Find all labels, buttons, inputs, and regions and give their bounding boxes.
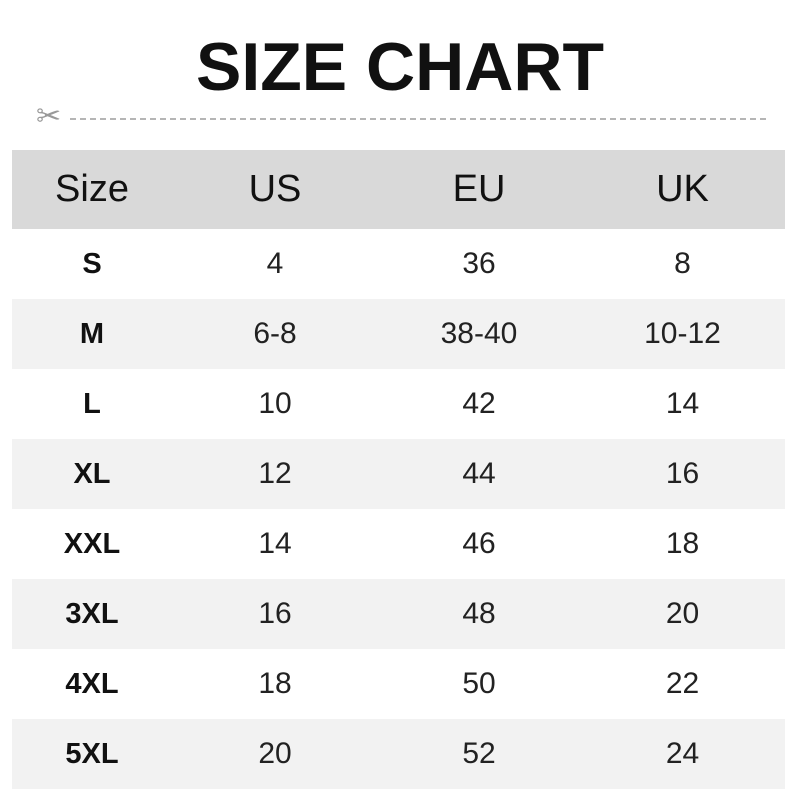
table-cell: 16 [665, 457, 700, 490]
table-row: S 4 36 8 [12, 229, 785, 299]
table-cell: 12 [258, 457, 292, 490]
table-cell: 36 [462, 247, 496, 280]
table-cell: 8 [674, 247, 691, 280]
table-cell: L [83, 387, 101, 420]
table-cell: 4XL [65, 667, 119, 700]
table-cell: 52 [462, 737, 496, 770]
table-cell: 24 [665, 737, 700, 770]
table-row: 3XL 16 48 20 [12, 579, 785, 649]
table-row: 5XL 20 52 24 [12, 719, 785, 789]
column-header: Size [55, 168, 129, 210]
table-cell: 22 [665, 667, 700, 700]
table-cell: 10 [258, 387, 292, 420]
scissors-icon: ✂ [36, 100, 62, 133]
table-cell: 3XL [65, 597, 119, 630]
table-row: XXL 14 46 18 [12, 509, 785, 579]
table-cell: 42 [462, 387, 496, 420]
page-title: SIZE CHART [196, 29, 604, 105]
table-cell: 5XL [65, 737, 119, 770]
table-cell: 46 [462, 527, 496, 560]
table-cell: XL [73, 457, 111, 490]
table-cell: 10-12 [644, 317, 721, 350]
table-row: XL 12 44 16 [12, 439, 785, 509]
table-cell: 38-40 [440, 317, 518, 350]
size-table: Size US EU UK S 4 36 8 M 6-8 38-40 10-12 L 10 42 14… [12, 150, 785, 789]
table-row: L 10 42 14 [12, 369, 785, 439]
table-cell: 44 [462, 457, 496, 490]
table-row: M 6-8 38-40 10-12 [12, 299, 785, 369]
table-row: 4XL 18 50 22 [12, 649, 785, 719]
dashed-divider [70, 118, 766, 120]
table-cell: 48 [462, 597, 496, 630]
table-cell: M [79, 317, 105, 350]
column-header: US [248, 168, 302, 210]
table-cell: 18 [258, 667, 292, 700]
table-cell: 18 [665, 527, 700, 560]
table-cell: 50 [462, 667, 496, 700]
table-cell: 4 [266, 247, 284, 280]
table-cell: 6-8 [253, 317, 297, 350]
table-header: Size US EU UK [12, 150, 785, 229]
table-cell: S [82, 247, 102, 280]
cut-line: ✂ [36, 102, 766, 132]
table-cell: 20 [665, 597, 700, 630]
table-cell: 16 [258, 597, 292, 630]
table-cell: 20 [258, 737, 292, 770]
table-cell: XXL [63, 527, 121, 560]
column-header: EU [452, 168, 506, 210]
table-cell: 14 [258, 527, 292, 560]
column-header: UK [656, 168, 709, 210]
table-cell: 14 [665, 387, 700, 420]
